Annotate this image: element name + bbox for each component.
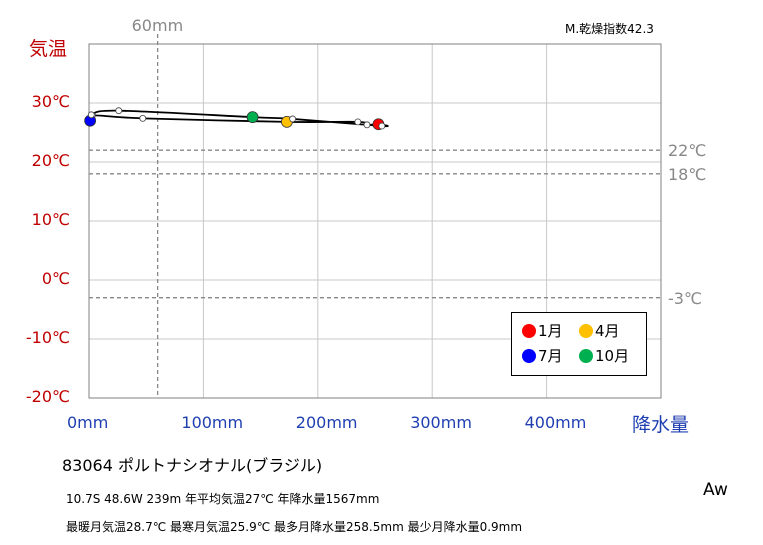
climograph-series bbox=[87, 109, 389, 128]
legend-swatch bbox=[522, 323, 536, 338]
station-name: 83064 ポルトナシオナル(ブラジル) bbox=[62, 456, 323, 475]
reference-lines bbox=[89, 34, 661, 398]
y-tick-label: -10℃ bbox=[25, 328, 70, 347]
dryness-index: M.乾燥指数42.3 bbox=[565, 22, 654, 36]
month-point bbox=[139, 114, 147, 122]
reference-label: 18℃ bbox=[668, 164, 707, 184]
legend-label: 7月 bbox=[538, 347, 563, 365]
reference-label: -3℃ bbox=[668, 288, 702, 308]
y-tick-label: -20℃ bbox=[25, 387, 70, 406]
y-tick-label: 10℃ bbox=[31, 210, 70, 229]
x-tick-label: 200mm bbox=[295, 413, 358, 432]
climograph-curve bbox=[87, 109, 389, 128]
x-axis-title: 降水量 bbox=[632, 414, 690, 436]
month-point bbox=[289, 115, 297, 123]
legend-item: 4月 bbox=[579, 320, 620, 341]
highlight-month-point bbox=[246, 111, 259, 124]
climate-class: Aw bbox=[703, 480, 728, 500]
legend-label: 4月 bbox=[595, 322, 620, 340]
legend-item: 7月 bbox=[522, 345, 563, 366]
station-info-line1: 10.7S 48.6W 239m 年平均気温27℃ 年降水量1567mm bbox=[66, 492, 380, 506]
legend-item: 1月 bbox=[522, 320, 563, 341]
reference-label: 60mm bbox=[131, 16, 184, 35]
month-point bbox=[115, 107, 123, 115]
x-tick-label: 300mm bbox=[410, 413, 472, 432]
legend: 1月 4月 7月 10月 bbox=[511, 312, 647, 376]
legend-swatch bbox=[579, 323, 593, 338]
month-point bbox=[354, 118, 362, 126]
grid-lines bbox=[88, 43, 662, 399]
y-tick-label: 20℃ bbox=[31, 151, 70, 170]
x-tick-label: 400mm bbox=[524, 413, 587, 432]
month-point bbox=[363, 121, 371, 129]
x-tick-label: 100mm bbox=[181, 413, 244, 432]
y-tick-label: 30℃ bbox=[31, 92, 70, 111]
station-info-line2: 最暖月気温28.7℃ 最寒月気温25.9℃ 最多月降水量258.5mm 最少月降… bbox=[66, 520, 523, 534]
reference-label: 22℃ bbox=[668, 141, 707, 161]
plot-frame bbox=[88, 43, 662, 399]
month-point bbox=[87, 111, 95, 119]
data-points bbox=[84, 107, 386, 131]
legend-label: 10月 bbox=[595, 347, 630, 365]
legend-label: 1月 bbox=[538, 322, 563, 340]
legend-swatch bbox=[579, 348, 593, 363]
x-tick-label: 0mm bbox=[67, 413, 109, 432]
legend-item: 10月 bbox=[579, 345, 629, 366]
y-axis-title: 気温 bbox=[29, 38, 68, 60]
month-point bbox=[378, 122, 386, 130]
legend-swatch bbox=[522, 348, 536, 363]
y-tick-label: 0℃ bbox=[41, 269, 70, 288]
